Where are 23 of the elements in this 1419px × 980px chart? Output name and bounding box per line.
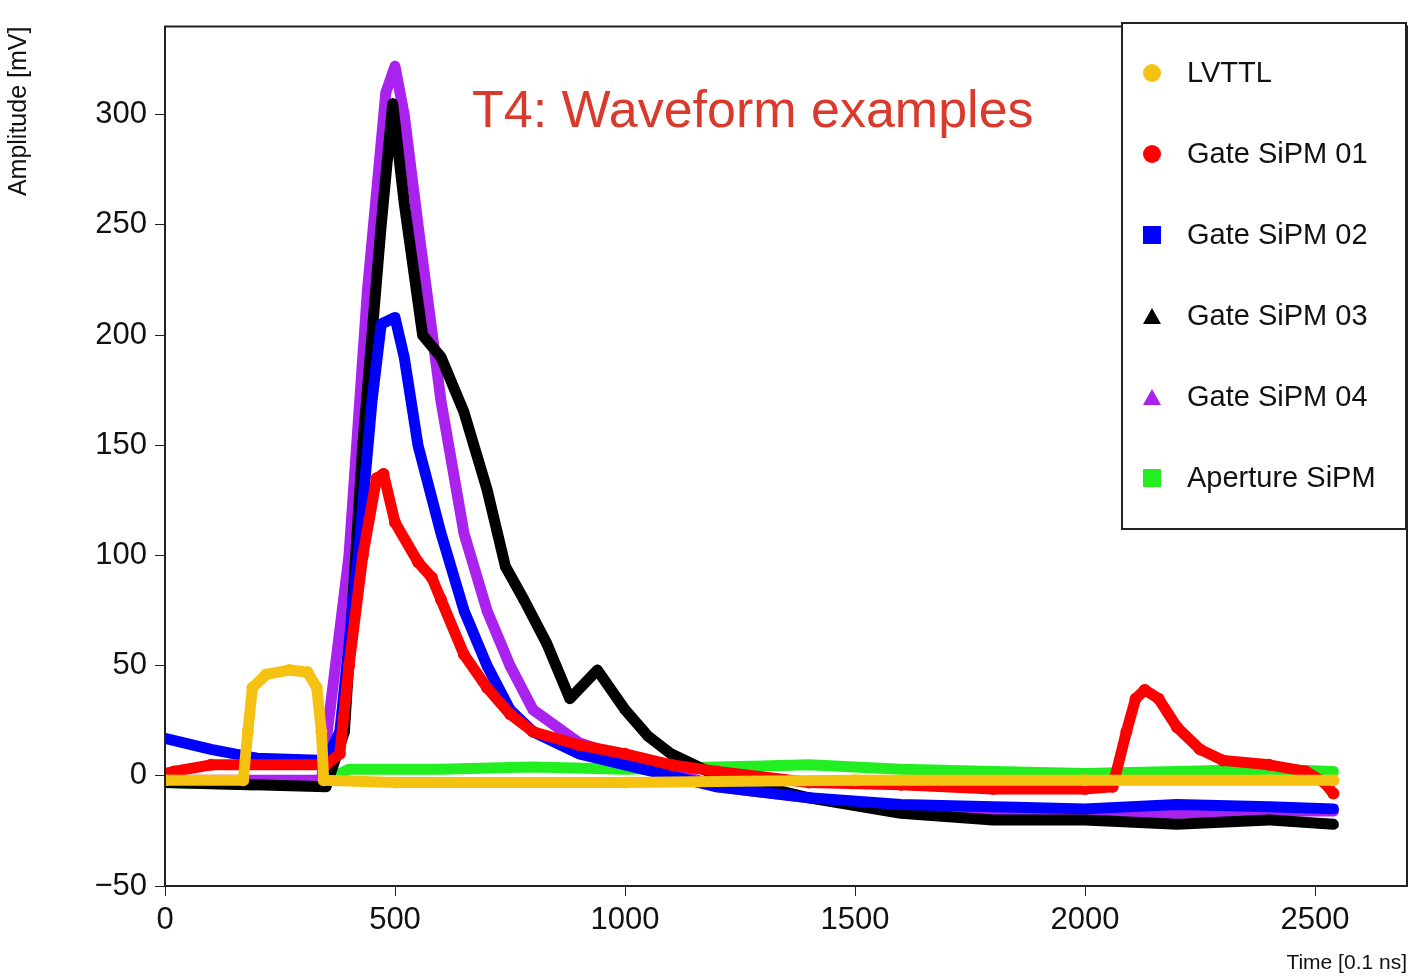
y-tick-label: 0 [129, 756, 147, 792]
y-tick-label: 50 [112, 646, 147, 682]
x-axis-title: Time [0.1 ns] [1286, 950, 1407, 974]
y-tick-label: 300 [95, 95, 147, 131]
legend-label: Gate SiPM 03 [1187, 299, 1368, 332]
x-tick-label: 2000 [1050, 901, 1120, 937]
legend-label: Aperture SiPM [1187, 461, 1376, 494]
legend-label: LVTTL [1187, 56, 1272, 89]
text: T4: Waveform examples [472, 79, 1034, 138]
x-tick-label: 0 [156, 901, 174, 937]
x-tick-label: 1500 [820, 901, 890, 937]
y-tick-label: 200 [95, 315, 147, 351]
x-tick-label: 1000 [590, 901, 660, 937]
y-axis-title: Amplitude [mV] [2, 26, 31, 197]
y-tick-label: 150 [95, 425, 147, 461]
legend-label: Gate SiPM 04 [1187, 380, 1368, 413]
y-tick-label: 250 [95, 205, 147, 241]
legend-label: Gate SiPM 01 [1187, 137, 1368, 170]
y-tick-label: −50 [94, 866, 147, 902]
y-tick-label: 100 [95, 536, 147, 572]
x-tick-label: 2500 [1280, 901, 1350, 937]
legend-label: Gate SiPM 02 [1187, 218, 1368, 251]
x-tick-label: 500 [369, 901, 421, 937]
